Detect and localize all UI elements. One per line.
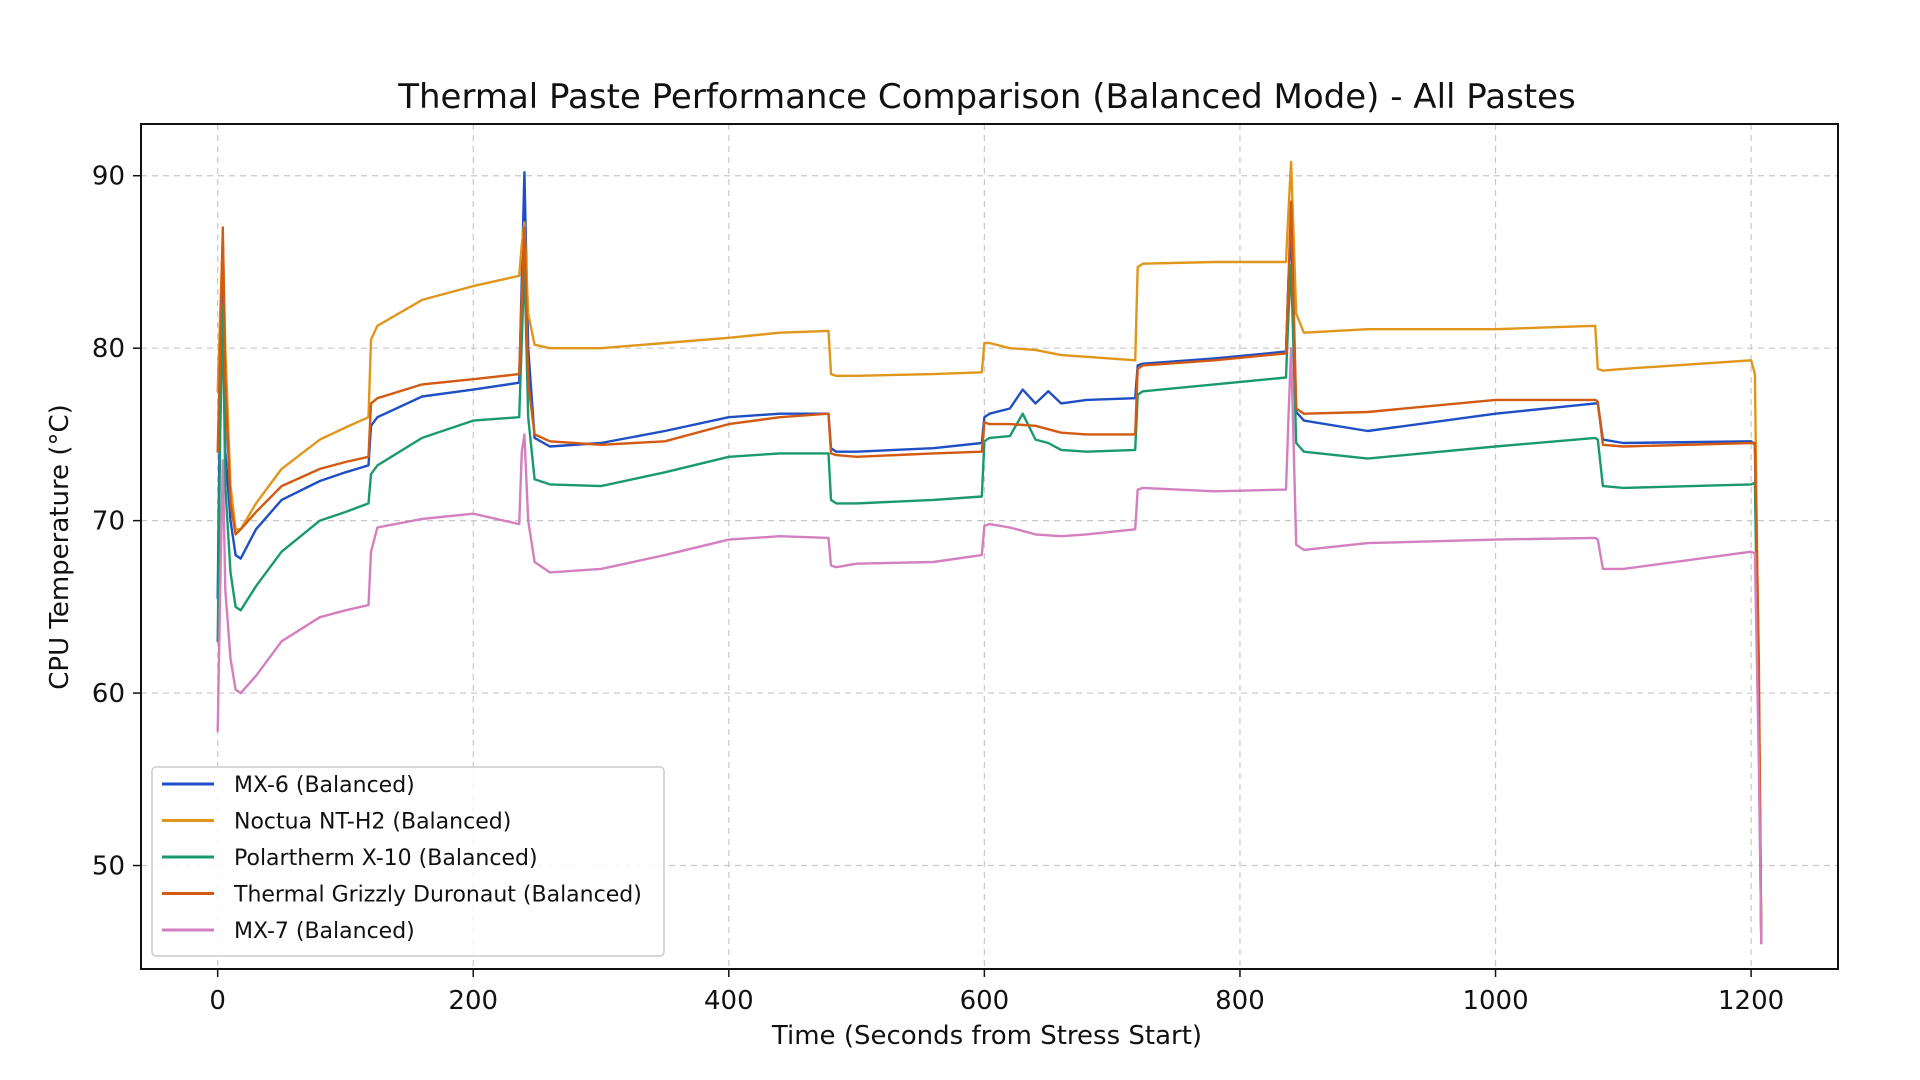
x-tick-label: 1000 [1462,986,1528,1016]
y-tick-label: 80 [92,334,125,364]
series-line-thermal-grizzly-duronaut-balanced [216,200,1763,945]
series-line-noctua-nt-h2-balanced [216,160,1763,945]
series-lines [216,160,1763,945]
x-tick-label: 1200 [1718,986,1784,1016]
legend-box [151,766,665,957]
x-tick-label: 400 [704,986,754,1016]
x-tick-label: 800 [1215,986,1265,1016]
x-tick-label: 600 [960,986,1010,1016]
y-tick-label: 70 [92,507,125,537]
x-tick-label: 0 [209,986,226,1016]
series-line-polartherm-x-10-balanced [216,260,1763,945]
legend-label: MX-6 (Balanced) [234,773,415,798]
axis-ticks: 0 200 400 600 800 1000 1200 50 60 70 80 90 [92,162,1784,1016]
legend-label: MX-7 (Balanced) [234,919,415,944]
legend: MX-6 (Balanced) Noctua NT-H2 (Balanced) Po… [151,766,665,957]
series-line-mx-7-balanced [216,347,1763,945]
series-line-mx-6-balanced [216,171,1763,945]
x-axis-label: Time (Seconds from Stress Start) [771,1021,1202,1051]
y-tick-label: 60 [92,679,125,709]
x-tick-label: 200 [448,986,498,1016]
y-tick-label: 50 [92,852,125,882]
y-tick-label: 90 [92,162,125,192]
plot-frame [140,123,1839,970]
y-axis-label: CPU Temperature (°C) [45,404,75,690]
legend-label: Polartherm X-10 (Balanced) [234,846,538,871]
chart-title: Thermal Paste Performance Comparison (Ba… [397,77,1576,117]
legend-label: Noctua NT-H2 (Balanced) [234,810,511,835]
legend-label: Thermal Grizzly Duronaut (Balanced) [233,883,642,908]
